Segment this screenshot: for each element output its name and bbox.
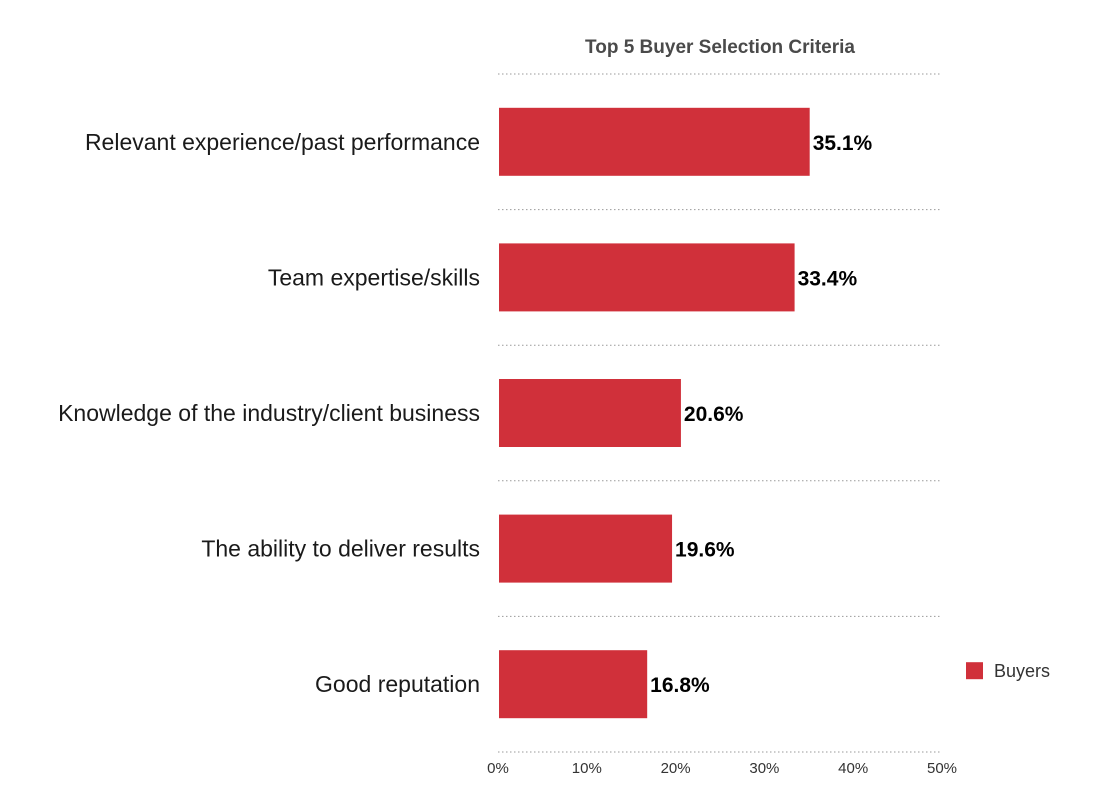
value-label: 19.6% [675,539,735,562]
value-label: 16.8% [650,674,710,697]
value-label: 33.4% [798,267,858,290]
x-tick-label: 20% [661,760,691,777]
x-tick-label: 30% [749,760,779,777]
value-label: 20.6% [684,403,744,426]
category-label: Team expertise/skills [268,264,480,290]
category-label: The ability to deliver results [201,536,480,562]
category-labels: Relevant experience/past performance Team… [58,129,480,697]
bar [499,650,648,719]
bar [499,514,673,583]
legend-label: Buyers [994,661,1050,681]
x-tick-label: 10% [572,760,602,777]
value-label: 35.1% [813,132,873,155]
legend: Buyers [966,661,1050,681]
x-tick-label: 50% [927,760,957,777]
value-labels: 35.1% 33.4% 20.6% 19.6% 16.8% [650,132,872,697]
chart-title: Top 5 Buyer Selection Criteria [585,37,855,58]
bars [499,107,810,719]
x-tick-label: 40% [838,760,868,777]
bar [499,107,810,176]
x-axis-ticks: 0% 10% 20% 30% 40% 50% [487,760,957,777]
bar [499,243,795,312]
legend-swatch [966,662,983,680]
category-label: Knowledge of the industry/client busines… [58,400,480,426]
bar [499,379,681,447]
category-label: Good reputation [315,671,480,697]
x-tick-label: 0% [487,760,509,777]
category-label: Relevant experience/past performance [85,129,480,155]
